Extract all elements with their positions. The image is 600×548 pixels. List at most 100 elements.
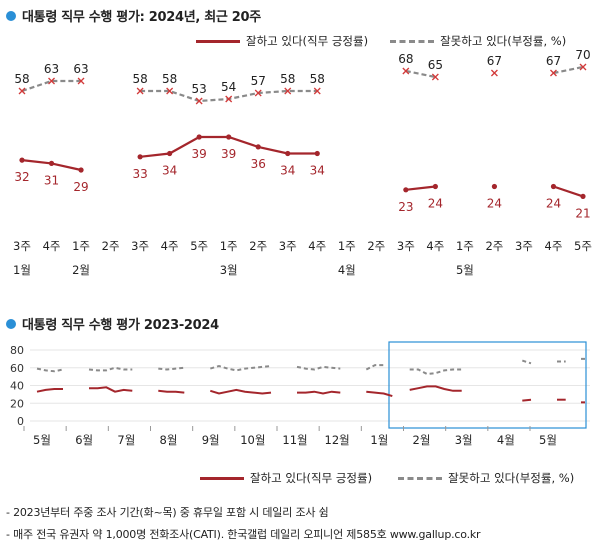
x-month-tick-label: 5월 (456, 263, 474, 277)
approve-line (409, 385, 462, 392)
disapprove-point (313, 87, 321, 95)
bottom-chart-title: 대통령 직무 수행 평가 2023-2024 (6, 314, 219, 333)
disapprove-line (210, 364, 272, 372)
legend-disapprove-label: 잘못하고 있다(부정률, %) (448, 471, 575, 485)
disapprove-value-label: 67 (546, 54, 561, 68)
x-tick-label: 5월 (33, 433, 51, 447)
approve-value-label: 39 (221, 147, 236, 161)
disapprove-value-label: 67 (487, 54, 502, 68)
disapprove-value-label: 54 (221, 80, 236, 94)
x-tick-label: 4월 (497, 433, 515, 447)
approve-point (432, 183, 438, 190)
x-tick-label: 10월 (240, 433, 265, 447)
disapprove-value-label: 58 (310, 72, 325, 86)
approve-value-label: 24 (546, 197, 561, 211)
approve-point (167, 150, 173, 157)
disapprove-value-label: 58 (132, 72, 147, 86)
x-week-tick-label: 2주 (367, 239, 385, 253)
y-tick-label: 80 (10, 344, 24, 357)
approve-value-label: 31 (44, 173, 59, 187)
x-week-tick-label: 5주 (190, 239, 208, 253)
disapprove-point (225, 95, 233, 103)
top-chart-title-text: 대통령 직무 수행 평가: 2024년, 최근 20주 (22, 10, 261, 25)
x-week-tick-label: 1주 (72, 239, 90, 253)
approve-line (522, 398, 532, 402)
approve-line (158, 389, 185, 394)
approve-line (553, 185, 584, 198)
y-tick-label: 40 (10, 380, 24, 393)
x-week-tick-label: 4주 (426, 239, 444, 253)
approve-line (36, 388, 63, 393)
marker-stroke (579, 63, 587, 71)
disapprove-line (365, 364, 384, 371)
disapprove-point (431, 73, 439, 81)
x-week-tick-label: 2주 (485, 239, 503, 253)
x-week-tick-label: 3주 (13, 239, 31, 253)
y-tick-label: 60 (10, 362, 24, 375)
marker-stroke (48, 77, 55, 85)
y-tick-label: 0 (17, 415, 24, 428)
disapprove-point (77, 77, 85, 85)
x-week-tick-label: 3주 (397, 239, 415, 253)
approve-point (314, 150, 320, 157)
x-tick-label: 11월 (282, 433, 307, 447)
x-week-tick-label: 4주 (545, 239, 563, 253)
disapprove-value-label: 58 (280, 72, 295, 86)
approve-point (196, 134, 202, 140)
y-tick-label: 20 (10, 397, 24, 410)
approve-value-label: 24 (428, 197, 443, 211)
legend-disapprove-swatch (390, 39, 435, 43)
marker-stroke (77, 77, 85, 85)
disapprove-line (553, 65, 584, 75)
disapprove-point (284, 87, 292, 95)
disapprove-line (158, 366, 185, 371)
disapprove-line (296, 365, 341, 371)
x-month-tick-label: 3월 (220, 263, 238, 277)
disapprove-value-label: 53 (192, 82, 207, 96)
approve-value-label: 29 (73, 180, 88, 194)
disapprove-point (136, 87, 144, 95)
approve-value-label: 33 (132, 167, 147, 181)
x-tick-label: 8월 (160, 433, 178, 447)
x-tick-label: 9월 (202, 433, 220, 447)
marker-stroke (18, 87, 26, 95)
approve-point (48, 160, 55, 166)
disapprove-value-label: 65 (428, 58, 443, 72)
approve-point (403, 187, 409, 193)
marker-stroke (225, 95, 233, 103)
x-month-tick-label: 2월 (72, 263, 90, 277)
footnote-2: - 매주 전국 유권자 약 1,000명 전화조사(CATI). 한국갤럽 데일… (6, 528, 481, 541)
disapprove-line (405, 69, 436, 79)
disapprove-point (48, 77, 55, 85)
x-week-tick-label: 3주 (131, 239, 149, 253)
disapprove-line (409, 368, 462, 376)
disapprove-value-label: 58 (14, 72, 29, 86)
x-week-tick-label: 2주 (102, 239, 120, 253)
approve-line (89, 386, 133, 393)
approve-value-label: 23 (398, 200, 413, 214)
marker-stroke (402, 67, 410, 75)
approve-line (405, 185, 436, 191)
x-week-tick-label: 1주 (220, 239, 238, 253)
disapprove-line (522, 359, 532, 365)
bottom-chart-title-text: 대통령 직무 수행 평가 2023-2024 (22, 318, 219, 333)
approve-value-label: 32 (14, 170, 29, 184)
legend-approve-label: 잘하고 있다(직무 긍정률) (246, 34, 369, 48)
disapprove-point (195, 97, 203, 105)
x-tick-label: 5월 (539, 433, 557, 447)
disapprove-value-label: 58 (162, 72, 177, 86)
approve-point (78, 167, 84, 173)
disapprove-value-label: 63 (73, 62, 88, 76)
top-line-chart: 32 31 29 33 34 39 39 36 34 34 23 24 24 24 21 58 63 63 58 58… (13, 48, 592, 277)
x-tick-label: 1월 (370, 433, 388, 447)
disapprove-point (18, 87, 26, 95)
x-tick-label: 2월 (413, 433, 431, 447)
marker-stroke (431, 73, 439, 81)
marker-stroke (490, 69, 498, 77)
approve-point (255, 144, 261, 150)
approve-line (366, 390, 393, 398)
legend-disapprove-swatch (398, 476, 443, 480)
approve-point (19, 157, 25, 163)
legend-approve-swatch (196, 39, 240, 43)
disapprove-point (166, 87, 174, 95)
